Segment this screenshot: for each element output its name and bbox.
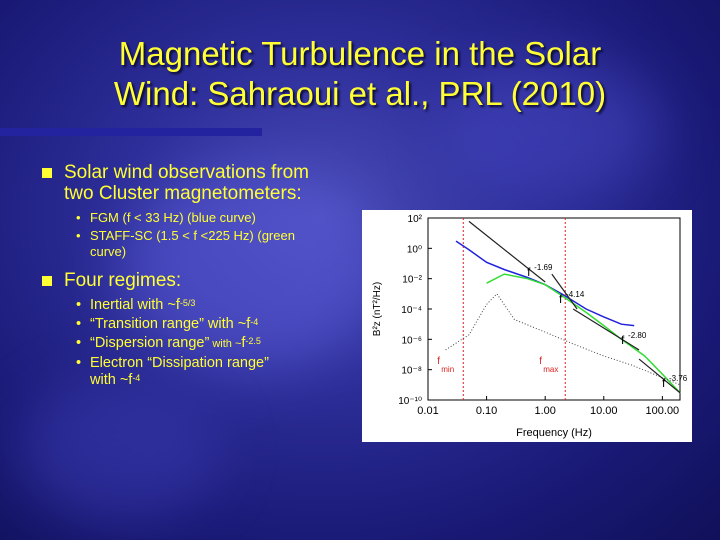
sub-bullet-text: FGM (f < 33 Hz) (blue curve) [90,210,256,225]
regime-exponent: -4 [132,373,141,383]
bullet-dot-icon [76,355,90,389]
title-line-1: Magnetic Turbulence in the Solar [118,35,602,72]
frequency-marker-label: f [539,356,542,367]
regime-inertial: Inertial with ~f-5/3 [76,297,362,314]
x-tick-label: 0.01 [417,405,438,417]
regime-exponent: -4 [250,317,259,327]
power-law-fit-line [468,220,546,283]
regime-f: f [241,335,246,351]
power-law-label: f [527,265,531,279]
power-law-label: f [621,333,625,347]
bullet-list: Solar wind observations from two Cluster… [42,162,362,399]
power-law-label: f [559,292,563,306]
slide-title: Magnetic Turbulence in the Solar Wind: S… [40,34,680,114]
power-law-fit-line [572,308,640,351]
power-law-exponent: -1.69 [534,263,553,272]
sub-bullet-staff: STAFF-SC (1.5 < f <225 Hz) (green curve) [76,228,362,260]
bullet-dot-icon [76,335,90,353]
regime-text: “Transition range” with ~f [90,316,251,332]
spectrum-chart: 0.01 0.10 1.00 10.00 100.00 10⁻¹⁰ 10⁻⁸ 10⁻⁶ 10⁻⁴… [362,210,692,442]
spectrum-series-line [445,293,681,386]
bullet-solar-wind: Solar wind observations from two Cluster… [42,162,362,204]
y-tick-label: 10⁻⁴ [401,305,422,316]
regime-dissipation: Electron “Dissipation range” with ~f-4 [76,355,362,389]
y-tick-label: 10² [408,214,423,225]
x-tick-label: 100.00 [646,405,680,417]
frequency-marker-subscript: max [543,365,558,374]
bullet-dot-icon [76,228,90,260]
power-law-exponent: -3.76 [669,374,688,383]
power-law-exponent: -2.80 [628,331,647,340]
bullet-text: Four regimes: [64,270,182,291]
y-tick-label: 10⁻¹⁰ [398,396,422,407]
y-axis-label: B²z (nT²/Hz) [372,282,383,336]
title-underline-bar [0,128,262,136]
spectrum-chart-svg: 0.01 0.10 1.00 10.00 100.00 10⁻¹⁰ 10⁻⁸ 10⁻⁶ 10⁻⁴… [372,214,688,439]
power-law-fit-line [551,273,578,310]
regime-transition: “Transition range” with ~f-4 [76,316,362,333]
bullet-dot-icon [76,210,90,226]
x-tick-label: 0.10 [476,405,497,417]
spectrum-series-line [486,273,681,394]
bullet-dot-icon [76,297,90,314]
regime-exponent: -2.5 [245,336,261,346]
regime-text: Inertial with ~f [90,297,180,313]
sub-bullet-text: STAFF-SC (1.5 < f <225 Hz) (green curve) [90,228,295,259]
x-tick-label: 1.00 [534,405,555,417]
spectrum-series-line [455,240,635,327]
x-axis-label: Frequency (Hz) [516,427,592,439]
sub-bullets-magnetometers: FGM (f < 33 Hz) (blue curve) STAFF-SC (1… [42,210,362,260]
y-tick-label: 10⁻⁸ [401,366,422,377]
y-tick-label: 10⁻² [402,275,422,286]
frequency-marker-subscript: min [441,365,454,374]
regime-text: “Dispersion range” [90,335,210,351]
regime-dispersion: “Dispersion range” with ~f-2.5 [76,335,362,353]
bullet-square-icon [42,168,52,178]
regime-small-text: with ~ [209,338,242,350]
frequency-marker-label: f [437,356,440,367]
regime-text: Electron “Dissipation range” with ~f [90,355,269,388]
sub-bullet-fgm: FGM (f < 33 Hz) (blue curve) [76,210,362,226]
power-law-fit-line [638,358,681,394]
bullet-text: Solar wind observations from two Cluster… [64,162,309,204]
bullet-dot-icon [76,316,90,333]
power-law-exponent: -4.14 [566,290,585,299]
y-tick-label: 10⁰ [407,244,422,255]
y-tick-label: 10⁻⁶ [401,335,422,346]
power-law-label: f [662,376,666,390]
bullet-square-icon [42,276,52,286]
x-tick-label: 10.00 [590,405,618,417]
regime-exponent: -5/3 [179,298,196,308]
title-line-2: Wind: Sahraoui et al., PRL (2010) [113,75,607,112]
sub-bullets-regimes: Inertial with ~f-5/3 “Transition range” … [42,297,362,389]
bullet-four-regimes: Four regimes: [42,270,362,291]
